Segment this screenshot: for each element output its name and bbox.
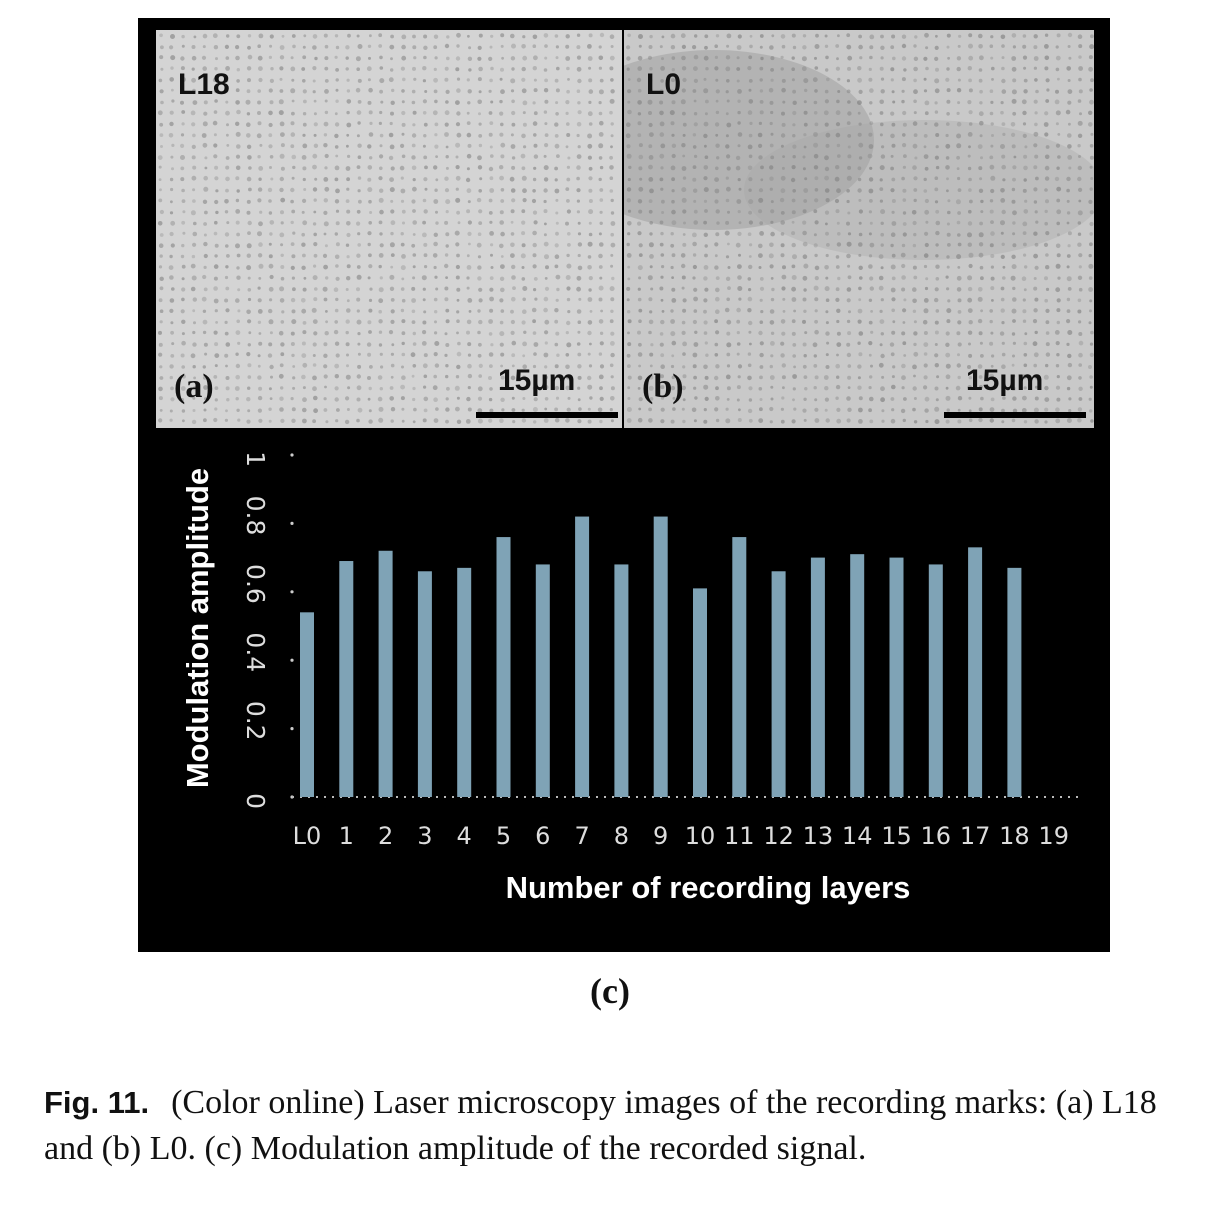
x-tick-label: 3 bbox=[417, 822, 432, 850]
x-tick-label: 2 bbox=[378, 822, 393, 850]
y-tick-label: 0.2 bbox=[241, 701, 270, 741]
modulation-bar-chart: 00.20.40.60.81 L0 1 2 3 4 5 6 7 8 9 10 11 12 13 14 15 16… bbox=[138, 18, 1110, 952]
bar bbox=[929, 564, 943, 797]
caption-text: (Color online) Laser microscopy images o… bbox=[44, 1084, 1157, 1167]
figure-frame: L18 (a) 15µm L0 (b) 15µm 0 0.2 0.4 0.6 0.8 1 … bbox=[138, 18, 1110, 952]
bar bbox=[497, 537, 511, 797]
bar bbox=[418, 571, 432, 797]
y-tick-mark bbox=[290, 453, 293, 456]
bar bbox=[693, 588, 707, 797]
x-tick-label: 6 bbox=[535, 822, 550, 850]
panel-letter-c: (c) bbox=[0, 970, 1220, 1012]
x-tick-label: 13 bbox=[803, 822, 834, 850]
x-tick-label: 4 bbox=[457, 822, 472, 850]
bar bbox=[968, 547, 982, 797]
x-tick-label: 16 bbox=[921, 822, 952, 850]
x-tick-label: 10 bbox=[685, 822, 716, 850]
bar bbox=[339, 561, 353, 797]
x-tick-label: 7 bbox=[574, 822, 589, 850]
x-tick-label: 14 bbox=[842, 822, 873, 850]
y-tick-label: 0.6 bbox=[241, 564, 270, 604]
bar bbox=[850, 554, 864, 797]
bar bbox=[811, 558, 825, 797]
x-tick-label: L0 bbox=[293, 822, 322, 850]
x-tick-label: 19 bbox=[1038, 822, 1069, 850]
x-tick-label: 12 bbox=[763, 822, 794, 850]
y-tick-label: 0.8 bbox=[241, 496, 270, 536]
y-tick-mark bbox=[290, 590, 293, 593]
figure-caption: Fig. 11. (Color online) Laser microscopy … bbox=[44, 1080, 1204, 1172]
x-axis-label: Number of recording layers bbox=[506, 870, 911, 905]
y-tick-label: 0.4 bbox=[241, 632, 270, 672]
x-tick-label: 18 bbox=[999, 822, 1030, 850]
x-tick-label: 5 bbox=[496, 822, 511, 850]
y-tick-mark bbox=[290, 659, 293, 662]
bar bbox=[772, 571, 786, 797]
y-tick-label: 0 bbox=[241, 793, 270, 809]
bar bbox=[300, 612, 314, 797]
y-tick-mark bbox=[290, 522, 293, 525]
bar bbox=[614, 564, 628, 797]
bar bbox=[536, 564, 550, 797]
y-tick-mark bbox=[290, 727, 293, 730]
bar bbox=[1007, 568, 1021, 797]
x-tick-label: 9 bbox=[653, 822, 668, 850]
bar bbox=[654, 517, 668, 797]
y-tick-label: 1 bbox=[241, 451, 270, 467]
x-tick-label: 1 bbox=[339, 822, 354, 850]
x-tick-label: 17 bbox=[960, 822, 991, 850]
bar bbox=[457, 568, 471, 797]
x-tick-label: 11 bbox=[724, 822, 755, 850]
x-tick-label: 8 bbox=[614, 822, 629, 850]
figure-number: Fig. 11. bbox=[44, 1085, 149, 1120]
bar bbox=[379, 551, 393, 797]
bar bbox=[890, 558, 904, 797]
bar bbox=[575, 517, 589, 797]
bar bbox=[732, 537, 746, 797]
x-tick-label: 15 bbox=[881, 822, 912, 850]
y-axis-label: Modulation amplitude bbox=[180, 468, 215, 788]
